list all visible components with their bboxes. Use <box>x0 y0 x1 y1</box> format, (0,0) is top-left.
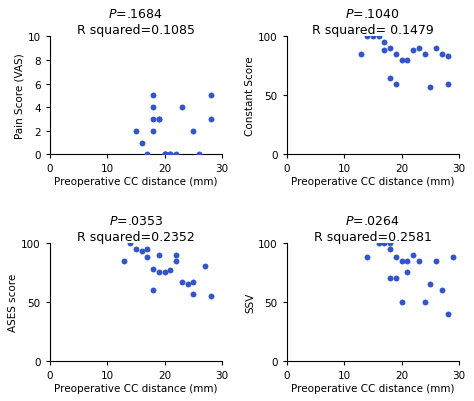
Point <box>173 152 180 158</box>
Point <box>398 299 405 305</box>
Point <box>421 52 428 58</box>
Point <box>381 240 388 247</box>
Point <box>403 258 411 264</box>
Y-axis label: Constant Score: Constant Score <box>246 57 255 136</box>
Point <box>403 269 411 276</box>
X-axis label: Preoperative CC distance (mm): Preoperative CC distance (mm) <box>54 383 218 393</box>
Point <box>121 258 128 264</box>
Point <box>410 252 417 258</box>
Point <box>207 116 214 123</box>
Point <box>410 48 417 55</box>
Point <box>178 279 186 286</box>
X-axis label: Preoperative CC distance (mm): Preoperative CC distance (mm) <box>291 383 455 393</box>
Point <box>132 128 140 135</box>
Point <box>155 269 163 276</box>
Point <box>149 105 157 111</box>
Y-axis label: SSV: SSV <box>246 292 255 312</box>
Point <box>144 254 151 261</box>
Point <box>195 152 203 158</box>
Point <box>149 266 157 272</box>
Point <box>166 152 174 158</box>
Point <box>144 152 151 158</box>
Title: $\it{P}$=.1684
R squared=0.1085: $\it{P}$=.1684 R squared=0.1085 <box>77 8 195 37</box>
Point <box>449 254 457 261</box>
Point <box>432 46 440 52</box>
Point <box>381 48 388 55</box>
Y-axis label: ASES score: ASES score <box>9 273 18 331</box>
Title: $\it{P}$=.0264
R squared=0.2581: $\it{P}$=.0264 R squared=0.2581 <box>314 215 432 243</box>
Point <box>207 293 214 300</box>
Point <box>392 52 400 58</box>
Point <box>155 116 163 123</box>
Point <box>364 34 371 41</box>
Point <box>386 46 394 52</box>
Point <box>127 240 134 247</box>
Point <box>392 254 400 261</box>
Point <box>190 279 197 286</box>
Point <box>403 58 411 64</box>
Point <box>155 116 163 123</box>
Point <box>415 258 423 264</box>
Point <box>375 34 383 41</box>
X-axis label: Preoperative CC distance (mm): Preoperative CC distance (mm) <box>54 177 218 186</box>
Point <box>444 54 451 61</box>
Point <box>392 275 400 282</box>
Point <box>144 246 151 252</box>
Point <box>166 152 174 158</box>
Point <box>138 248 146 255</box>
Point <box>438 52 446 58</box>
Point <box>184 281 191 288</box>
Point <box>173 258 180 264</box>
Point <box>364 254 371 261</box>
Title: $\it{P}$=.0353
R squared=0.2352: $\it{P}$=.0353 R squared=0.2352 <box>77 215 195 243</box>
Point <box>190 128 197 135</box>
Y-axis label: Pain Score (VAS): Pain Score (VAS) <box>15 53 25 139</box>
Title: $\it{P}$=.1040
R squared= 0.1479: $\it{P}$=.1040 R squared= 0.1479 <box>312 8 434 37</box>
X-axis label: Preoperative CC distance (mm): Preoperative CC distance (mm) <box>291 177 455 186</box>
Point <box>398 58 405 64</box>
Point <box>398 258 405 264</box>
Point <box>149 287 157 294</box>
Point <box>369 34 377 41</box>
Point <box>149 116 157 123</box>
Point <box>421 299 428 305</box>
Point <box>386 275 394 282</box>
Point <box>375 240 383 247</box>
Point <box>444 81 451 87</box>
Point <box>444 311 451 317</box>
Point <box>161 269 168 276</box>
Point <box>132 246 140 252</box>
Point <box>161 152 168 158</box>
Point <box>173 252 180 258</box>
Point <box>432 258 440 264</box>
Point <box>427 85 434 91</box>
Point <box>201 263 209 270</box>
Point <box>178 105 186 111</box>
Point <box>155 252 163 258</box>
Point <box>386 240 394 247</box>
Point <box>415 46 423 52</box>
Point <box>166 267 174 273</box>
Point <box>149 93 157 99</box>
Point <box>392 81 400 87</box>
Point <box>138 140 146 146</box>
Point <box>386 75 394 82</box>
Point <box>381 40 388 47</box>
Point <box>358 52 365 58</box>
Point <box>161 152 168 158</box>
Point <box>207 93 214 99</box>
Point <box>438 287 446 294</box>
Point <box>149 128 157 135</box>
Point <box>386 246 394 252</box>
Point <box>427 281 434 288</box>
Point <box>161 152 168 158</box>
Point <box>190 291 197 297</box>
